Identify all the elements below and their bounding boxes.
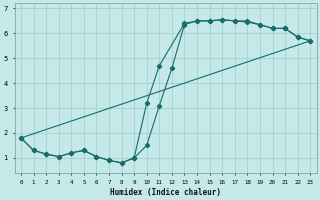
X-axis label: Humidex (Indice chaleur): Humidex (Indice chaleur) bbox=[110, 188, 221, 197]
